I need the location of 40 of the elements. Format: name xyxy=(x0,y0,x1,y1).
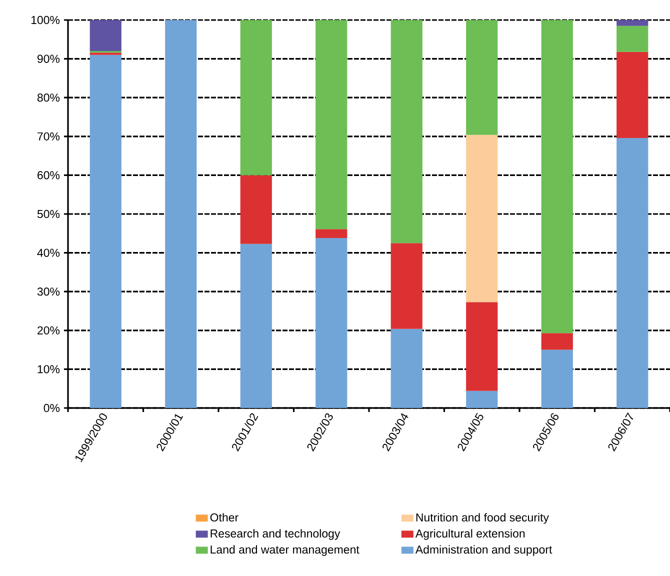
bar xyxy=(466,390,498,408)
legend-label: Research and technology xyxy=(210,529,340,540)
bar xyxy=(165,20,197,408)
y-tick-label: 20% xyxy=(38,326,60,334)
bar xyxy=(541,350,573,408)
legend-label: Administration and support xyxy=(415,545,552,556)
legend-label: Land and water management xyxy=(210,545,360,556)
bar xyxy=(541,20,573,334)
legend-label: Nutrition and food security xyxy=(416,513,549,524)
y-tick-label: 60% xyxy=(38,171,60,180)
bar xyxy=(316,238,348,408)
bar xyxy=(541,333,573,350)
bar xyxy=(240,175,272,244)
y-tick-label: 80% xyxy=(37,94,60,102)
bar xyxy=(90,54,122,408)
legend-label: Agricultural extension xyxy=(415,529,525,540)
bar xyxy=(240,244,272,408)
y-tick-label: 50% xyxy=(37,210,60,218)
bar xyxy=(390,328,422,408)
bar xyxy=(316,20,348,230)
bar xyxy=(466,20,498,135)
y-tick-label: 30% xyxy=(37,288,60,296)
bar xyxy=(390,243,422,329)
bar xyxy=(466,134,498,302)
bar xyxy=(390,20,422,244)
y-tick-label: 40% xyxy=(37,248,60,257)
y-tick-label: 10% xyxy=(38,365,60,374)
legend-label: Other xyxy=(210,513,238,522)
bar xyxy=(240,20,272,176)
bar xyxy=(616,138,648,408)
y-tick-label: 0% xyxy=(44,404,60,412)
bar xyxy=(90,20,122,52)
y-tick-label: 70% xyxy=(38,132,60,140)
bar xyxy=(616,52,648,138)
bar xyxy=(616,26,648,52)
y-tick-label: 100% xyxy=(31,16,60,24)
bar xyxy=(316,229,348,238)
bar xyxy=(616,20,648,26)
y-tick-label: 90% xyxy=(37,54,60,63)
bar xyxy=(466,302,498,391)
